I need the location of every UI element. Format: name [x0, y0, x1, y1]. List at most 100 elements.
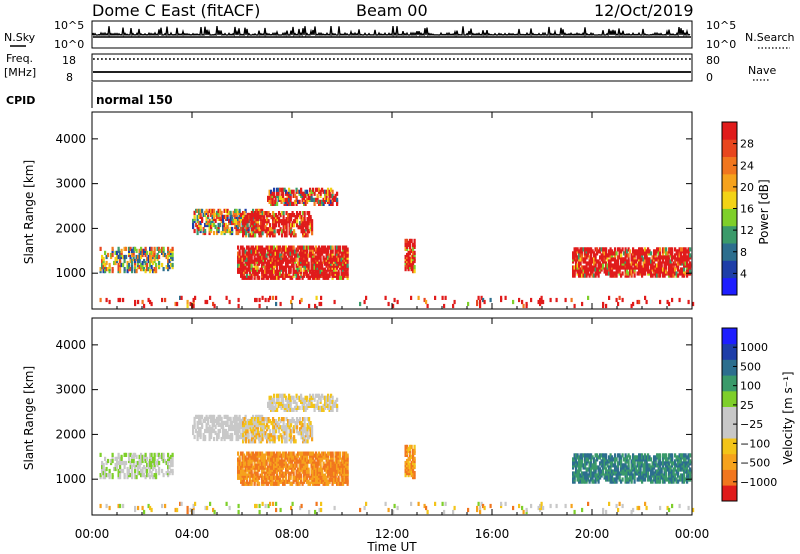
velocity-cell	[272, 417, 275, 422]
power-cell	[238, 208, 241, 213]
power-cell	[542, 299, 545, 305]
velocity-cell	[164, 458, 167, 464]
power-cell	[668, 261, 671, 266]
power-cell	[343, 271, 346, 276]
velocity-cell	[247, 481, 250, 486]
power-cell	[626, 265, 629, 270]
power-cell	[406, 265, 409, 270]
power-cell	[656, 247, 659, 252]
power-cell	[99, 246, 102, 251]
velocity-cell	[225, 414, 228, 419]
velocity-cell	[165, 460, 168, 466]
velocity-cell	[603, 457, 606, 462]
velocity-cell	[321, 405, 324, 410]
power-cell	[648, 257, 651, 262]
power-colorbar-label: Power [dB]	[757, 179, 771, 244]
power-cell	[250, 263, 253, 268]
velocity-cell	[255, 463, 258, 468]
velocity-cell	[312, 403, 315, 408]
power-cell	[579, 267, 582, 272]
velocity-cell	[242, 421, 245, 426]
velocity-cell	[606, 459, 609, 464]
velocity-cell	[278, 435, 281, 440]
velocity-cell	[259, 451, 262, 456]
power-cell	[235, 226, 238, 232]
power-cell	[134, 258, 137, 264]
velocity-cell	[252, 439, 255, 444]
power-cell	[290, 299, 293, 305]
power-cell	[342, 275, 345, 280]
power-cell	[276, 229, 279, 234]
velocity-cell	[274, 479, 277, 484]
power-cell	[132, 246, 135, 251]
power-cell	[689, 269, 692, 274]
power-cell	[201, 216, 204, 221]
power-cell	[333, 255, 336, 260]
power-cell	[266, 227, 269, 232]
power-cell	[294, 193, 297, 198]
velocity-cell	[261, 469, 264, 474]
power-cell	[266, 211, 269, 216]
power-cell	[196, 224, 199, 230]
power-cell	[267, 269, 270, 274]
power-cell	[603, 257, 606, 262]
velocity-cell	[291, 469, 294, 474]
velocity-cell	[618, 471, 621, 476]
velocity-cell	[150, 471, 153, 476]
velocity-cell	[267, 475, 270, 480]
power-cell	[249, 255, 252, 260]
velocity-cell	[641, 453, 644, 458]
power-cell	[263, 211, 266, 216]
power-cell	[155, 254, 158, 260]
velocity-cell	[237, 457, 240, 462]
velocity-cell	[116, 456, 119, 461]
power-cell	[489, 297, 492, 303]
velocity-cell	[288, 471, 291, 476]
velocity-cell	[241, 455, 244, 460]
velocity-cell	[579, 463, 582, 468]
power-cell	[324, 245, 327, 250]
power-cell	[605, 247, 608, 252]
power-cell	[242, 221, 245, 226]
power-cell	[684, 247, 687, 252]
power-cell	[258, 245, 261, 250]
power-cell	[232, 210, 235, 215]
power-cell	[312, 197, 315, 202]
power-cell	[303, 223, 306, 228]
velocity-cell	[296, 425, 299, 430]
power-cell	[237, 259, 240, 264]
power-cell	[228, 228, 231, 234]
velocity-cell	[288, 425, 291, 430]
velocity-cell	[615, 457, 618, 462]
power-cell	[657, 255, 660, 260]
velocity-cell	[267, 401, 270, 406]
power-cell	[504, 295, 507, 300]
velocity-cell	[128, 452, 131, 457]
power-cell	[639, 269, 642, 274]
velocity-cell	[277, 397, 280, 402]
velocity-cell	[624, 453, 627, 458]
power-cell	[591, 273, 594, 278]
velocity-cell	[276, 393, 279, 398]
power-cell	[305, 233, 308, 238]
power-cell	[410, 254, 413, 260]
power-cell	[280, 187, 283, 192]
power-cell	[306, 245, 309, 250]
velocity-cell	[327, 403, 330, 408]
power-cell	[339, 275, 342, 280]
power-cell	[626, 259, 629, 264]
power-cell	[293, 223, 296, 228]
power-cell	[609, 247, 612, 252]
velocity-cell	[141, 471, 144, 476]
power-cell	[606, 269, 609, 274]
power-cell	[261, 263, 264, 268]
power-cell	[266, 233, 269, 238]
velocity-cell	[582, 453, 585, 458]
power-cell	[319, 257, 322, 262]
power-cell	[260, 215, 263, 220]
velocity-cell	[122, 468, 125, 474]
power-cell	[333, 273, 336, 278]
power-cell	[213, 222, 216, 228]
velocity-cell	[301, 397, 304, 402]
